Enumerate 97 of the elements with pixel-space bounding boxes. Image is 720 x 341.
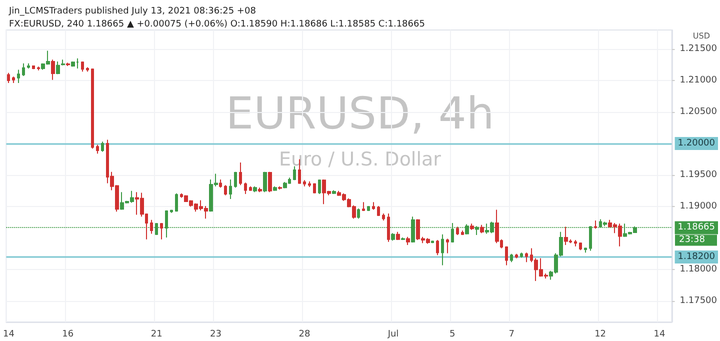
candlestick bbox=[505, 246, 508, 266]
candlestick bbox=[249, 186, 252, 192]
candlestick bbox=[229, 178, 232, 200]
candlestick bbox=[278, 186, 282, 190]
candlestick bbox=[446, 238, 449, 254]
candlestick bbox=[574, 240, 577, 247]
candlestick bbox=[81, 61, 84, 72]
candlestick bbox=[263, 171, 267, 193]
candlestick bbox=[441, 234, 444, 266]
candlestick bbox=[239, 162, 242, 186]
candlestick bbox=[27, 62, 30, 69]
candlestick bbox=[273, 186, 277, 192]
candlestick bbox=[96, 144, 99, 154]
candlestick bbox=[234, 171, 237, 188]
candlestick bbox=[12, 76, 15, 84]
candlestick bbox=[175, 192, 178, 212]
candlestick bbox=[268, 171, 272, 193]
x-tick-label: 14 bbox=[654, 330, 666, 340]
x-tick-label: 7 bbox=[508, 330, 514, 340]
candlestick bbox=[56, 61, 60, 75]
y-tick-label: 1.19000 bbox=[680, 202, 718, 212]
candlestick bbox=[520, 252, 523, 258]
candlestick bbox=[51, 59, 55, 80]
candlestick bbox=[283, 181, 287, 189]
candlestick bbox=[224, 184, 227, 196]
candlestick bbox=[303, 180, 306, 187]
candlestick bbox=[86, 66, 89, 72]
annotation: EURUSD, 4h bbox=[226, 88, 494, 140]
candlestick bbox=[258, 187, 262, 193]
y-tick-label: 1.21000 bbox=[680, 75, 718, 86]
candlestick bbox=[377, 205, 380, 217]
candlestick bbox=[357, 208, 360, 220]
candlestick bbox=[584, 247, 587, 254]
candlestick bbox=[401, 236, 405, 241]
candlestick bbox=[564, 226, 568, 246]
candlestick bbox=[362, 202, 365, 212]
x-tick-label: 21 bbox=[150, 330, 162, 340]
ref-line-label: 1.20000 bbox=[678, 138, 716, 149]
candlestick bbox=[17, 69, 20, 84]
candlestick bbox=[219, 178, 222, 188]
candlestick bbox=[22, 62, 25, 77]
y-tick-label: 1.21500 bbox=[680, 44, 718, 54]
chart-title: Jin_LCMSTraders published July 13, 2021 08:36:25 +08 bbox=[8, 6, 256, 16]
candlestick bbox=[480, 224, 484, 234]
text: USD bbox=[692, 32, 710, 40]
candlestick bbox=[594, 220, 597, 230]
x-tick-label: 5 bbox=[450, 330, 456, 340]
candlestick bbox=[579, 242, 582, 251]
candlestick bbox=[170, 209, 173, 214]
candlestick bbox=[470, 223, 474, 230]
x-tick-label: 14 bbox=[2, 330, 15, 340]
candlestick bbox=[308, 180, 311, 188]
candlestick bbox=[406, 236, 410, 246]
x-tick-label: 12 bbox=[594, 330, 606, 340]
y-tick-label: 1.18000 bbox=[680, 264, 718, 275]
candlestick bbox=[431, 240, 434, 244]
text: 23:38 bbox=[679, 235, 706, 246]
candlestick bbox=[367, 205, 370, 212]
candlestick bbox=[436, 240, 439, 256]
candlestick bbox=[396, 231, 400, 241]
chart-subtitle: FX:EURUSD, 240 1.18665 ▲ +0.00075 (+0.06%) O:1.18590 H:1.18686 L:1.18585 C:1.18665 bbox=[9, 20, 425, 30]
candlestick bbox=[32, 65, 35, 70]
candlestick bbox=[456, 226, 459, 236]
candlestick bbox=[525, 252, 528, 263]
candlestick bbox=[461, 230, 464, 236]
y-tick-label: 1.19500 bbox=[680, 170, 718, 180]
candlestick bbox=[91, 68, 94, 150]
y-tick-label: 1.20500 bbox=[680, 106, 718, 117]
ref-line-label: 1.18200 bbox=[678, 252, 716, 262]
candlestick bbox=[387, 213, 390, 242]
candlestick bbox=[313, 182, 316, 194]
candlestick bbox=[372, 202, 375, 210]
candlestick bbox=[7, 72, 10, 84]
candlestick bbox=[253, 186, 257, 193]
ref-line-label: 1.18665 bbox=[678, 222, 715, 233]
candlestick bbox=[332, 190, 336, 194]
x-tick-label: 16 bbox=[62, 330, 74, 340]
candlestick bbox=[495, 209, 499, 244]
candlestick bbox=[293, 166, 296, 181]
x-tick-label: Jul bbox=[386, 330, 399, 340]
candlestick bbox=[150, 219, 153, 234]
candlestick bbox=[382, 213, 385, 221]
candlestick bbox=[101, 141, 104, 152]
candlestick bbox=[318, 178, 321, 194]
x-tick-label: 28 bbox=[298, 330, 310, 340]
y-tick-label: 1.17500 bbox=[680, 296, 718, 306]
candlestick bbox=[515, 253, 518, 259]
candlestick bbox=[510, 253, 513, 263]
candlestick bbox=[66, 62, 70, 66]
candlestick bbox=[160, 222, 163, 240]
candlestick bbox=[244, 182, 247, 194]
candlestick bbox=[61, 59, 65, 66]
candlestick bbox=[71, 61, 75, 68]
candlestick bbox=[37, 66, 40, 71]
annotation: Euro / U.S. Dollar bbox=[279, 148, 442, 170]
x-tick-label: 23 bbox=[210, 330, 222, 340]
candlestick bbox=[391, 232, 395, 242]
